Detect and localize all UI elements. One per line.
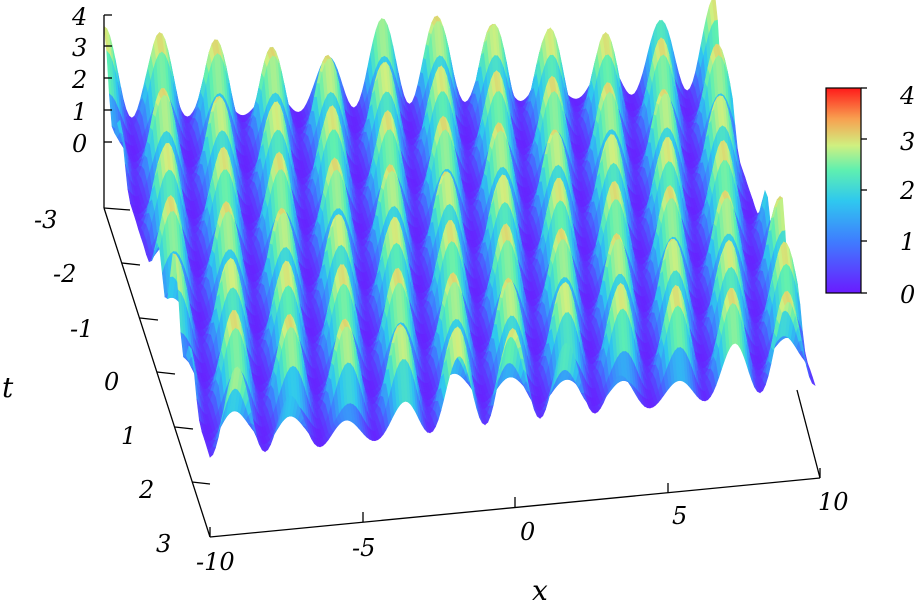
- surface-mesh: [103, 0, 816, 458]
